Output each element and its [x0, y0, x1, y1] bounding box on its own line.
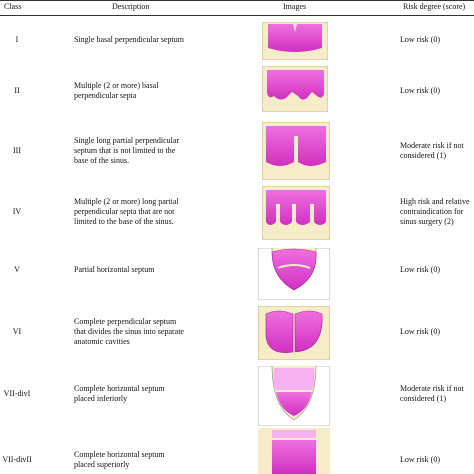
class-cell: VII-divII [2, 455, 32, 464]
diagram-image [262, 22, 328, 60]
description-line: anatomic cavities [74, 337, 130, 346]
header-cell: Risk degree (score) [403, 2, 466, 11]
diagram-image [258, 428, 330, 474]
description-line: Multiple (2 or more) basal [74, 81, 159, 90]
risk-line: considered (1) [400, 394, 446, 403]
description-line: Partial horizontal septum [74, 265, 155, 274]
description-line: placed superiorly [74, 460, 130, 469]
description-line: Complete horizontal septum [74, 384, 165, 393]
diagram-image [262, 186, 330, 240]
diagram-image [262, 122, 330, 180]
class-cell: V [14, 265, 20, 274]
description-line: placed inferiorly [74, 394, 128, 403]
description-line: perpendicular septa that are not [74, 207, 175, 216]
description-line: base of the sinus. [74, 156, 130, 165]
class-cell: III [13, 146, 21, 155]
risk-line: Low risk (0) [400, 327, 440, 336]
description-line: that divides the sinus into separate [74, 327, 184, 336]
description-line: Complete perpendicular septum [74, 317, 177, 326]
header-cell: Description [112, 2, 150, 11]
description-line: Multiple (2 or more) long partial [74, 197, 179, 206]
header-cell: Images [283, 2, 307, 11]
rule [0, 15, 474, 16]
class-cell: VI [12, 327, 22, 336]
risk-line: considered (1) [400, 151, 446, 160]
class-cell: IV [12, 207, 22, 216]
diagram-image [262, 66, 328, 112]
risk-line: Low risk (0) [400, 455, 440, 464]
risk-line: Low risk (0) [400, 265, 440, 274]
risk-line: contraindication for [400, 207, 464, 216]
description-line: Complete horizontal septum [74, 450, 165, 459]
description-line: perpendicular septa [74, 91, 137, 100]
risk-line: High risk and relative [400, 197, 470, 206]
risk-line: Moderate risk if not [400, 141, 464, 150]
diagram-image [258, 306, 330, 360]
class-cell: I [15, 35, 19, 44]
diagram-image [258, 366, 330, 426]
header-cell: Class [4, 2, 22, 11]
description-line: septum that is not limited to the [74, 146, 176, 155]
risk-line: Moderate risk if not [400, 384, 464, 393]
diagram-image [258, 248, 330, 300]
description-line: Single long partial perpendicular [74, 136, 180, 145]
description-line: Single basal perpendicular septum [74, 35, 184, 44]
risk-line: Low risk (0) [400, 86, 440, 95]
rule [0, 0, 474, 1]
risk-line: sinus surgery (2) [400, 217, 454, 226]
class-cell: II [14, 86, 20, 95]
description-line: limited to the base of the sinus. [74, 217, 174, 226]
class-cell: VII-divI [3, 389, 31, 398]
risk-line: Low risk (0) [400, 35, 440, 44]
